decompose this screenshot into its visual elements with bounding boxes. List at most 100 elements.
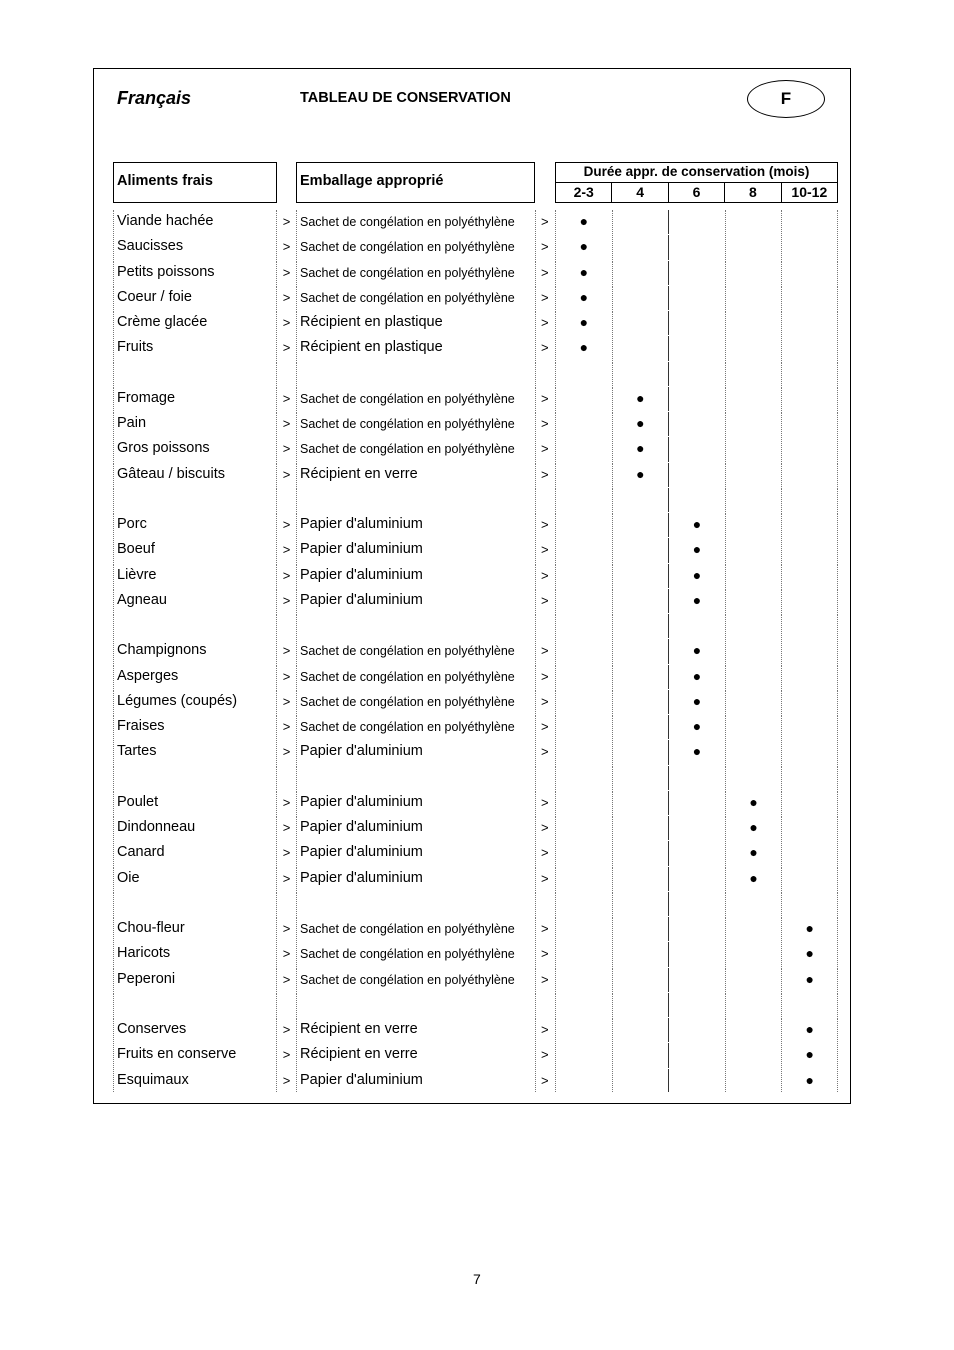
packaging: Papier d'aluminium (296, 816, 535, 841)
duration-cell (611, 538, 669, 563)
duration-cell: ● (724, 866, 782, 891)
duration-cell (555, 538, 612, 563)
arrow: > (535, 1018, 555, 1043)
arrow: > (276, 689, 296, 714)
duration-cell (724, 513, 782, 538)
duration-cell (611, 715, 669, 740)
arrow: > (535, 866, 555, 891)
duration-cell (611, 1068, 669, 1092)
duration-cell: ● (668, 538, 725, 563)
duration-cell (724, 689, 782, 714)
arrow: > (276, 841, 296, 866)
arrow (276, 891, 296, 916)
duration-cell (555, 513, 612, 538)
duration-cell (668, 765, 725, 790)
arrow: > (276, 1068, 296, 1092)
duration-cell (781, 790, 838, 815)
food-name (113, 614, 276, 639)
arrow: > (276, 1018, 296, 1043)
duration-cell (781, 765, 838, 790)
duration-cell (555, 588, 612, 613)
arrow: > (276, 538, 296, 563)
duration-cell (781, 866, 838, 891)
duration-col-header: 2-3 (573, 184, 594, 200)
duration-cell (668, 285, 725, 310)
duration-cell (668, 1018, 725, 1043)
duration-cell (668, 235, 725, 260)
duration-cell (781, 336, 838, 361)
duration-cell (668, 487, 725, 512)
duration-cell: ● (555, 336, 612, 361)
duration-cell (781, 487, 838, 512)
header-food: Aliments frais (113, 162, 277, 203)
duration-cell (781, 891, 838, 916)
duration-cell (724, 235, 782, 260)
packaging: Sachet de congélation en polyéthylène (296, 386, 535, 411)
packaging: Sachet de congélation en polyéthylène (296, 639, 535, 664)
duration-cell (611, 891, 669, 916)
duration-cell (724, 210, 782, 235)
duration-cell: ● (781, 967, 838, 992)
arrow (535, 487, 555, 512)
duration-cell (555, 437, 612, 462)
arrow: > (535, 967, 555, 992)
duration-cell (555, 1043, 612, 1068)
arrow: > (535, 816, 555, 841)
duration-cell (555, 790, 612, 815)
arrow: > (535, 538, 555, 563)
arrow: > (276, 1043, 296, 1068)
duration-cell (668, 462, 725, 487)
duration-cell (724, 588, 782, 613)
duration-cell: ● (611, 412, 669, 437)
food-name (113, 487, 276, 512)
duration-cell (555, 765, 612, 790)
food-name: Gâteau / biscuits (113, 462, 276, 487)
arrow (276, 361, 296, 386)
duration-cell (555, 689, 612, 714)
arrow: > (535, 260, 555, 285)
duration-cell (611, 361, 669, 386)
arrow (276, 765, 296, 790)
duration-cell: ● (781, 1068, 838, 1092)
duration-cell (781, 664, 838, 689)
packaging: Papier d'aluminium (296, 790, 535, 815)
food-name: Poulet (113, 790, 276, 815)
duration-cell (724, 386, 782, 411)
arrow: > (276, 942, 296, 967)
arrow: > (276, 285, 296, 310)
arrow: > (276, 866, 296, 891)
duration-cell (724, 437, 782, 462)
duration-cell: ● (611, 437, 669, 462)
duration-cell (781, 689, 838, 714)
arrow: > (276, 513, 296, 538)
duration-col-header: 6 (667, 183, 724, 202)
packaging: Sachet de congélation en polyéthylène (296, 260, 535, 285)
arrow: > (535, 412, 555, 437)
duration-cell: ● (668, 715, 725, 740)
duration-cell: ● (668, 664, 725, 689)
duration-cell (611, 866, 669, 891)
arrow: > (535, 513, 555, 538)
duration-cell (555, 462, 612, 487)
arrow: > (535, 664, 555, 689)
food-name: Asperges (113, 664, 276, 689)
duration-cell (555, 942, 612, 967)
duration-cell: ● (668, 563, 725, 588)
food-name: Saucisses (113, 235, 276, 260)
duration-cell (668, 336, 725, 361)
food-name: Viande hachée (113, 210, 276, 235)
arrow: > (535, 942, 555, 967)
arrow (535, 891, 555, 916)
duration-cell (611, 816, 669, 841)
duration-cell (611, 639, 669, 664)
duration-cell (724, 1043, 782, 1068)
arrow: > (276, 740, 296, 765)
duration-cell (781, 311, 838, 336)
duration-cell (611, 614, 669, 639)
packaging: Papier d'aluminium (296, 1068, 535, 1092)
packaging: Papier d'aluminium (296, 866, 535, 891)
arrow (535, 765, 555, 790)
duration-cell (781, 614, 838, 639)
arrow: > (276, 715, 296, 740)
food-name: Esquimaux (113, 1068, 276, 1092)
